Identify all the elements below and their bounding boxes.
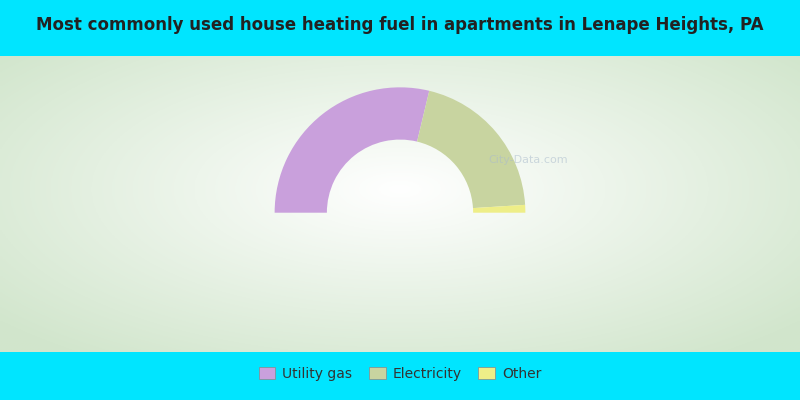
Wedge shape xyxy=(473,205,526,213)
Legend: Utility gas, Electricity, Other: Utility gas, Electricity, Other xyxy=(253,362,547,386)
Text: Most commonly used house heating fuel in apartments in Lenape Heights, PA: Most commonly used house heating fuel in… xyxy=(36,16,764,34)
Wedge shape xyxy=(274,87,430,213)
Wedge shape xyxy=(417,91,525,208)
Text: City-Data.com: City-Data.com xyxy=(488,154,568,165)
